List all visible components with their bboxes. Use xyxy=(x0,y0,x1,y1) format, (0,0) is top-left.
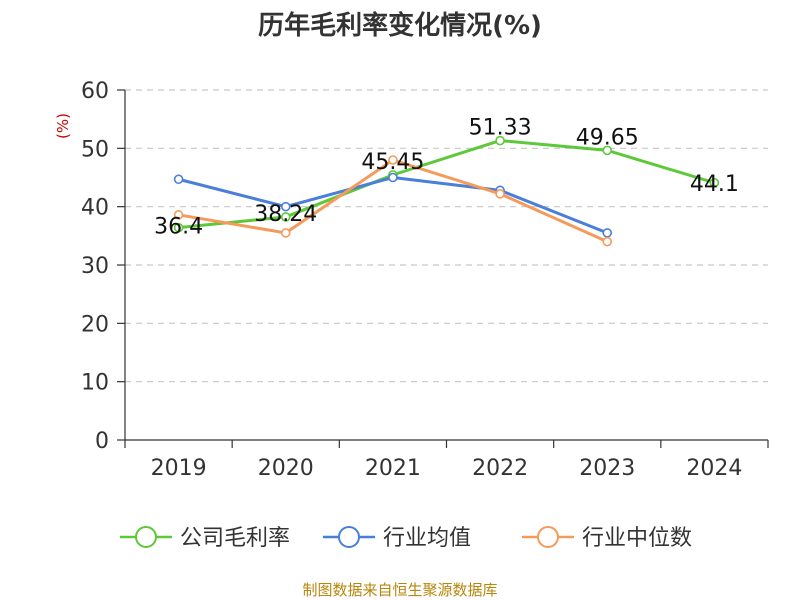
x-tick-label: 2019 xyxy=(151,456,207,481)
data-point xyxy=(602,145,613,156)
y-tick-label: 20 xyxy=(81,312,109,337)
legend-label: 行业均值 xyxy=(383,526,471,551)
data-point xyxy=(173,174,184,185)
legend-marker xyxy=(135,526,157,548)
y-axis-unit-label: (%) xyxy=(54,113,72,139)
series-line xyxy=(178,139,715,230)
legend-label: 公司毛利率 xyxy=(180,526,290,551)
data-label: 51.33 xyxy=(469,116,532,141)
legend-item-2: 行业均值 xyxy=(323,526,471,551)
data-point xyxy=(388,172,398,183)
data-labels: 36.4 38.24 45.45 51.33 49.65 44.1 xyxy=(154,116,739,240)
y-tick-label: 10 xyxy=(81,371,109,396)
data-label: 45.45 xyxy=(361,150,424,175)
data-point xyxy=(280,201,291,212)
legend-item-1: 公司毛利率 xyxy=(120,526,290,551)
y-tick-label: 60 xyxy=(81,79,109,104)
legend-marker xyxy=(537,526,559,548)
x-tick-label: 2020 xyxy=(258,456,314,481)
data-point xyxy=(280,228,291,238)
data-point xyxy=(495,135,505,146)
series-group xyxy=(173,135,720,247)
x-tick-label: 2023 xyxy=(579,456,635,481)
series-3 xyxy=(173,155,613,247)
data-point xyxy=(388,155,398,165)
x-tick-label: 2022 xyxy=(472,456,528,481)
series-2 xyxy=(173,172,613,238)
data-label: 38.24 xyxy=(254,202,317,227)
y-tick-label: 40 xyxy=(81,196,109,221)
data-label: 49.65 xyxy=(576,125,639,150)
data-point xyxy=(173,210,184,220)
legend: 公司毛利率 行业均值 行业中位数 xyxy=(120,526,692,551)
data-label: 44.1 xyxy=(690,172,739,197)
x-tick-label: 2021 xyxy=(365,456,421,481)
data-point xyxy=(709,177,720,188)
data-point xyxy=(173,222,184,233)
source-note: 制图数据来自恒生聚源数据库 xyxy=(302,581,497,599)
y-tick-label: 50 xyxy=(81,137,109,162)
legend-item-3: 行业中位数 xyxy=(522,526,692,551)
y-tick-label: 0 xyxy=(95,429,109,454)
data-label: 36.4 xyxy=(154,215,203,240)
gridlines xyxy=(125,89,768,383)
axes: 0 10 20 30 40 50 60 2019 2020 2021 2022 2023 2024 xyxy=(81,79,769,481)
data-point xyxy=(602,236,613,247)
legend-label: 行业中位数 xyxy=(582,526,692,551)
legend-marker xyxy=(338,526,360,548)
chart-title: 历年毛利率变化情况(%) xyxy=(258,10,542,41)
data-point xyxy=(495,189,505,199)
data-point xyxy=(602,228,613,238)
data-point xyxy=(280,212,291,222)
y-tick-label: 30 xyxy=(81,254,109,279)
x-tick-label: 2024 xyxy=(686,456,742,481)
